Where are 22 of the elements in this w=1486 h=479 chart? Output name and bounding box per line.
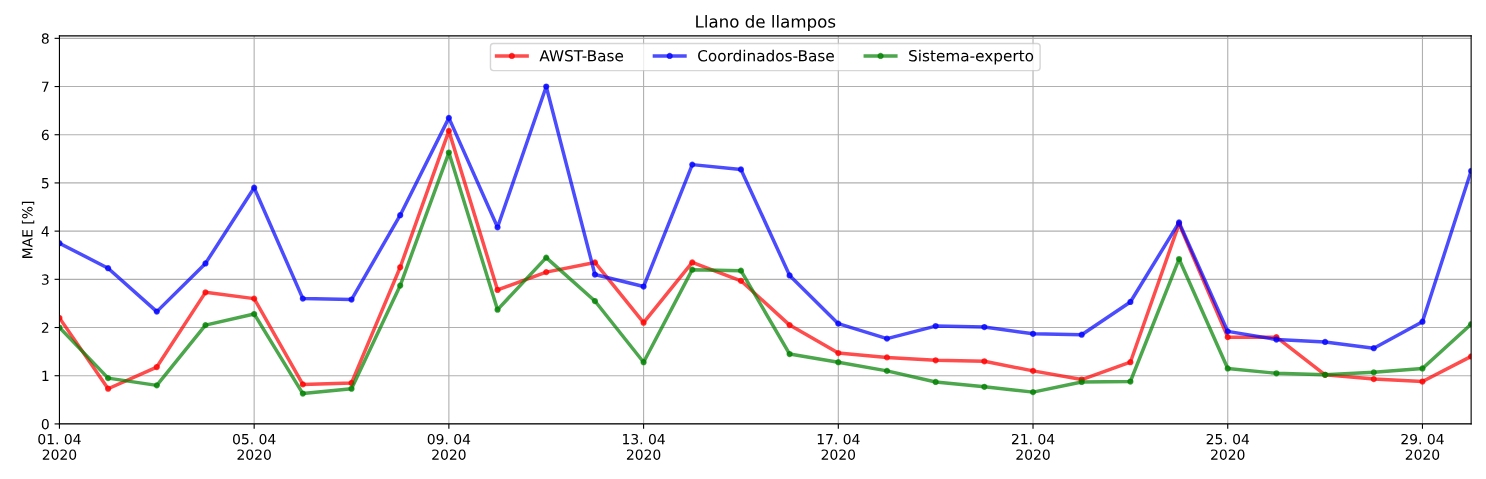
- x-tick-label: 01. 04 2020: [38, 433, 81, 460]
- x-tick-label: 25. 04 2020: [1206, 433, 1250, 460]
- x-tick-label: 29. 04 2020: [1401, 433, 1444, 460]
- y-tick-label: 1: [42, 370, 49, 381]
- y-tick-label: 7: [42, 81, 49, 92]
- x-tick-label: 09. 04 2020: [427, 433, 471, 460]
- chart-title: Llano de llampos: [696, 14, 836, 32]
- y-tick-label: 6: [41, 129, 49, 141]
- legend-label: AWST-Base: [539, 49, 624, 62]
- y-tick-label: 0: [41, 418, 49, 430]
- legend-label: Sistema-experto: [909, 49, 1034, 65]
- y-tick-label: 3: [41, 274, 49, 285]
- y-tick-label: 5: [41, 178, 49, 189]
- y-tick-label: 4: [41, 226, 49, 237]
- y-axis-title: MAE [%]: [21, 201, 35, 258]
- legend-label: Coordinados-Base: [698, 49, 834, 62]
- y-tick-label: 8: [41, 33, 49, 44]
- y-tick-label: 2: [41, 322, 49, 333]
- x-tick-label: 05. 04 2020: [232, 433, 276, 460]
- x-tick-label: 13. 04 2020: [623, 433, 665, 460]
- x-tick-label: 21. 04 2020: [1011, 433, 1055, 460]
- x-tick-label: 17. 04 2020: [817, 433, 860, 460]
